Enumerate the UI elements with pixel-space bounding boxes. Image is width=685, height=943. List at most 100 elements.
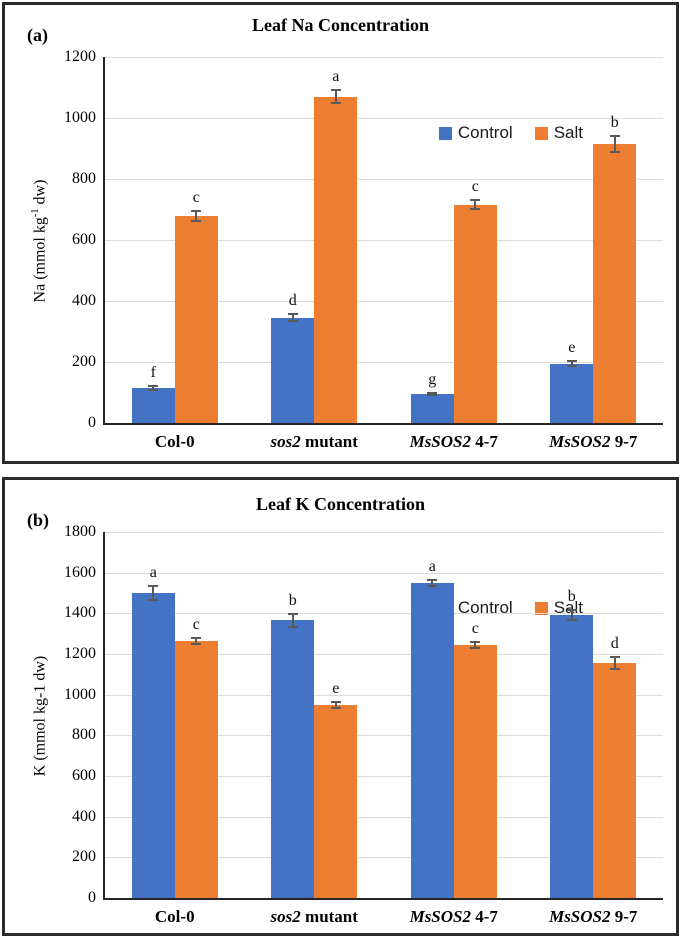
y-axis-label-text: K (mmol kg-1 dw) [31,655,49,777]
error-bar-cap [148,584,159,587]
error-bar-cap [566,364,577,367]
error-bar-cap [191,636,202,639]
plot-area-na: Control Salt 0 200 400 600 800 1000 1200 Col-0 f… [64,48,663,451]
error-bar-cap [330,700,341,703]
gridline [105,240,663,241]
error-bar-cap [191,209,202,212]
error-bar-cap [566,360,577,363]
error-bar-cap [287,320,298,323]
panel-label-b: (b) [27,510,49,530]
y-axis-tick-label: 400 [72,807,96,825]
error-bar-cap [330,706,341,709]
error-bar-cap [148,388,159,391]
error-bar [291,613,294,628]
legend: Control Salt [438,123,583,143]
y-axis-tick-label: 200 [72,848,96,866]
error-bar-cap [330,89,341,92]
error-bar [613,656,616,671]
error-bar-cap [427,391,438,394]
bar-control-group4 [550,363,594,423]
y-axis-label-na: Na (mmol kg-1 dw) [30,57,52,425]
error-bar-cap [609,134,620,137]
y-axis-tick-label: 1400 [64,604,96,622]
error-bar-cap [609,151,620,154]
error-bar [291,313,294,323]
chart-title-k: Leaf K Concentration [256,494,425,514]
legend-label-salt: Salt [553,598,583,617]
error-bar-cap [191,219,202,222]
bar-salt-group2 [314,96,358,423]
error-bar [474,199,477,211]
significance-letter: b [567,588,576,606]
gridline [105,362,663,363]
error-bar-cap [566,609,577,612]
y-axis-tick-label: 0 [88,414,96,431]
error-bar [474,640,477,649]
error-bar-cap [148,599,159,602]
significance-letter: c [192,188,200,206]
y-axis-tick-label: 1600 [64,563,96,581]
bar-control-group2 [271,317,315,423]
legend-label-salt: Salt [553,123,583,142]
error-bar-cap [148,384,159,387]
significance-letter: b [288,592,297,610]
gridline [105,735,663,737]
bar-control-group2 [271,620,315,898]
error-bar-cap [566,619,577,622]
bar-salt-group2 [314,704,358,898]
error-bar-cap [609,668,620,671]
plot-area-k: Control Salt 0 200 400 600 800 1000 1200 1400 16… [64,523,663,926]
y-axis-tick-label: 400 [72,292,96,309]
bar-salt-group1 [174,215,218,423]
significance-letter: b [610,113,619,131]
bar-control-group3 [410,582,454,898]
significance-letter: e [568,339,576,357]
gridline [105,572,663,574]
x-axis-label: Col-0 [154,907,195,926]
legend-item-control: Control [438,123,513,143]
y-axis-tick-label: 600 [72,767,96,784]
error-bar [195,209,198,222]
significance-letter: a [332,68,340,86]
error-bar-cap [470,646,481,649]
y-axis-label-sup: -1 [30,208,41,218]
error-bar-cap [427,394,438,397]
gridline [105,532,663,533]
y-axis-label-text: Na (mmol kg [31,217,49,303]
x-axis-label: sos2 mutant [270,432,358,451]
x-axis-label: Col-0 [154,432,195,451]
gridline [105,613,663,615]
legend-swatch-salt-icon [534,126,548,140]
significance-letter: f [150,363,156,381]
error-bar [334,89,337,105]
y-axis-tick-label: 1800 [64,523,96,540]
y-axis-tick-label: 200 [72,353,96,370]
bar-control-group3 [410,394,454,423]
error-bar [152,384,155,391]
y-axis-tick-label: 1000 [64,109,96,126]
error-bar [195,636,198,645]
error-bar-cap [609,656,620,659]
error-bar-cap [330,102,341,105]
legend-label-control: Control [457,123,513,142]
y-axis-tick-label: 1200 [64,645,96,662]
bar-salt-group3 [453,644,497,898]
error-bar [334,700,337,709]
gridline [105,179,663,180]
gridline [105,776,663,777]
gridline [105,118,663,119]
error-bar [570,609,573,622]
error-bar [152,584,155,602]
error-bar-cap [470,199,481,202]
bar-salt-group4 [593,143,637,423]
y-axis-tick-label: 1200 [64,48,96,65]
significance-letter: d [288,292,297,310]
x-axis-label: MsSOS2 9-7 [549,432,638,451]
significance-letter: a [428,557,436,575]
error-bar [570,360,573,367]
legend-label-control: Control [457,598,513,617]
y-axis-tick-label: 800 [72,726,96,744]
error-bar-cap [287,313,298,316]
gridline [105,301,663,302]
legend-item-salt: Salt [534,598,583,618]
